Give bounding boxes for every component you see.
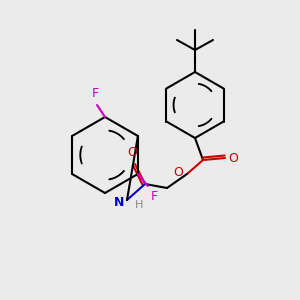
Text: N: N (114, 196, 124, 208)
Text: H: H (135, 200, 143, 210)
Text: O: O (173, 166, 183, 178)
Text: O: O (228, 152, 238, 164)
Text: F: F (151, 190, 158, 203)
Text: O: O (127, 146, 137, 159)
Text: F: F (92, 87, 99, 100)
